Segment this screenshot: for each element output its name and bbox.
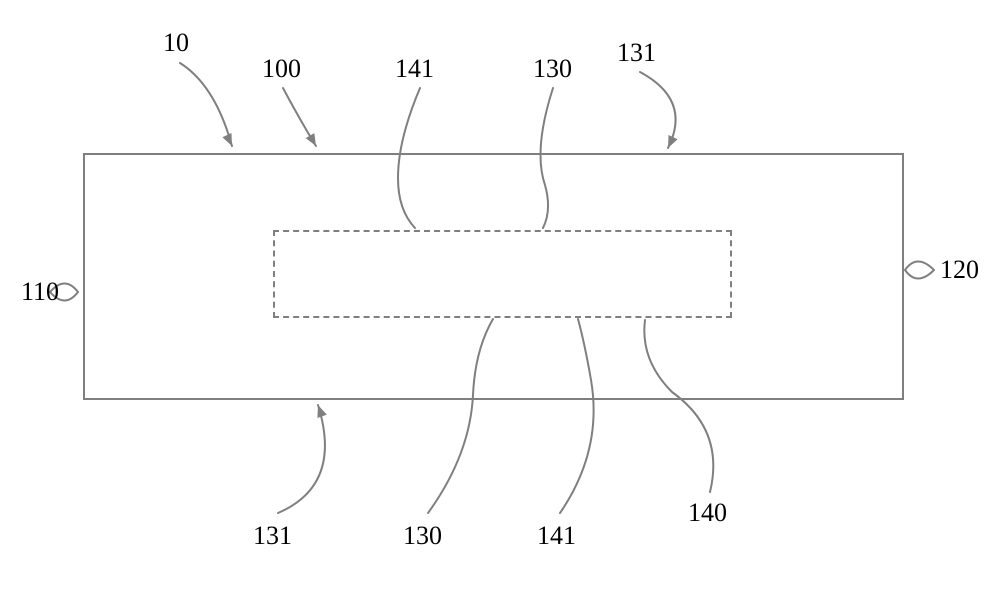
leader-lines-layer [0, 0, 1000, 594]
label-10: 10 [163, 30, 189, 56]
ld-100-arrowhead [306, 133, 316, 146]
ld-120 [905, 262, 934, 279]
label-130a: 130 [533, 56, 572, 82]
label-131a: 131 [617, 40, 656, 66]
label-131b: 131 [253, 523, 292, 549]
label-141b: 141 [537, 523, 576, 549]
label-141a: 141 [395, 56, 434, 82]
ld-131b [278, 405, 325, 513]
label-130b: 130 [403, 523, 442, 549]
ld-141b [560, 319, 594, 513]
label-140: 140 [688, 500, 727, 526]
label-110: 110 [21, 279, 59, 305]
diagram-stage: 10 100 141 130 131 120 110 131 130 141 1… [0, 0, 1000, 594]
ld-10 [180, 63, 232, 146]
ld-130a [541, 88, 554, 228]
ld-140 [644, 320, 713, 492]
label-120: 120 [940, 257, 979, 283]
ld-131b-arrowhead [317, 405, 326, 418]
ld-10-arrowhead [222, 133, 232, 146]
label-100: 100 [262, 56, 301, 82]
ld-141a [398, 88, 420, 228]
ld-130b [428, 319, 493, 513]
